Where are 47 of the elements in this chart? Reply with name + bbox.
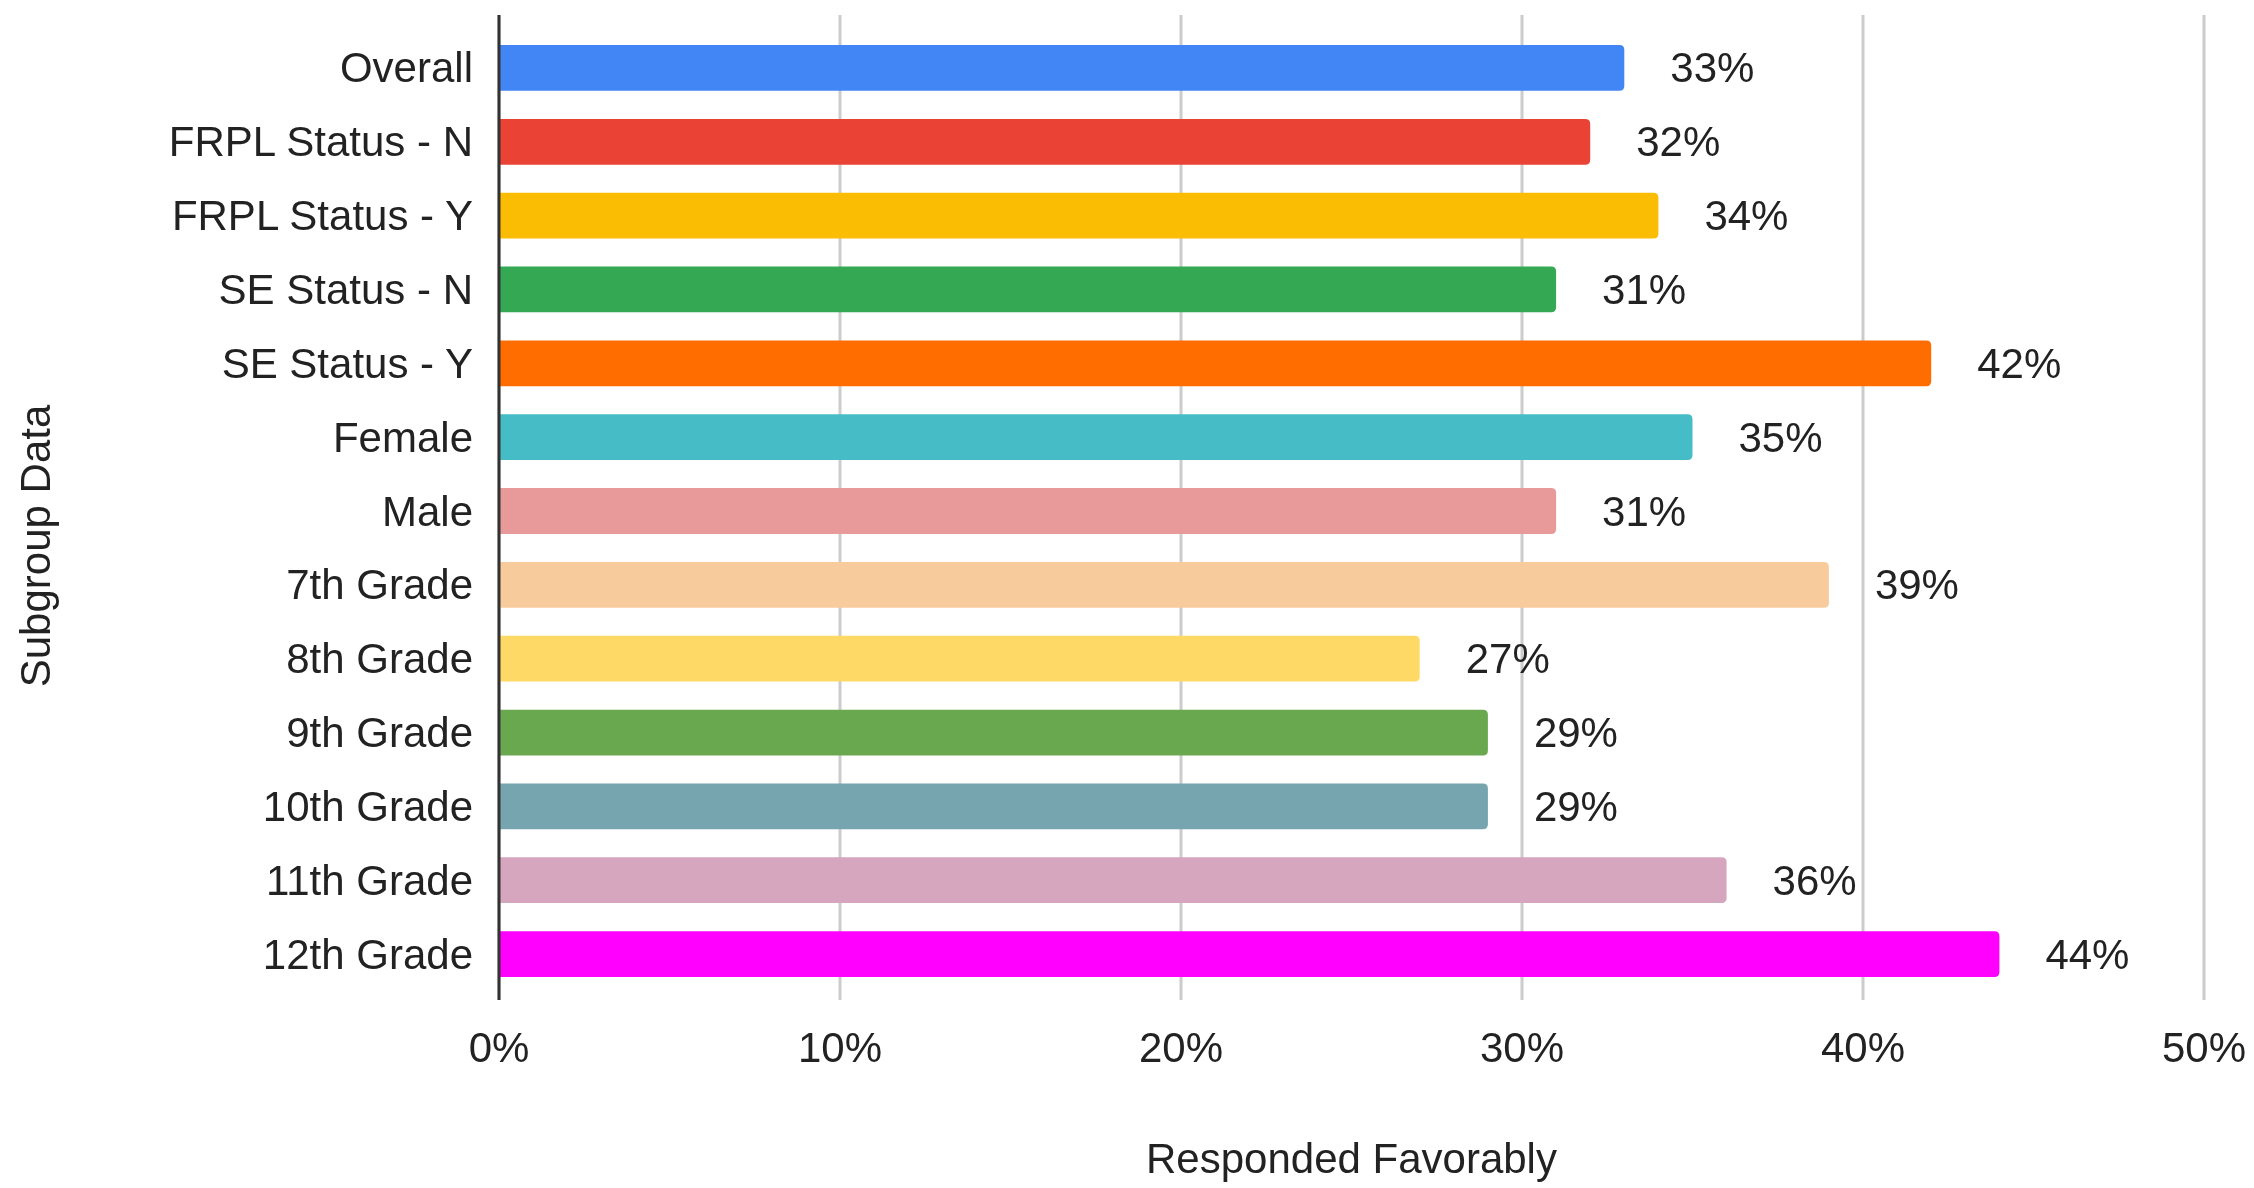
bar — [499, 340, 1932, 387]
x-tick-label: 40% — [1820, 1023, 1906, 1071]
y-tick-label: Male — [381, 487, 473, 535]
data-label: 35% — [1738, 413, 1823, 461]
data-label: 31% — [1602, 265, 1687, 313]
bar — [499, 635, 1420, 682]
y-tick-label: SE Status - Y — [221, 339, 473, 387]
y-tick-label: 9th Grade — [286, 709, 473, 757]
bar — [499, 709, 1488, 756]
bar — [499, 45, 1625, 91]
bar — [499, 931, 2000, 977]
bar — [499, 192, 1659, 239]
y-tick-label: 12th Grade — [262, 930, 473, 978]
bar — [499, 561, 1829, 608]
bar — [499, 783, 1488, 830]
data-label: 34% — [1704, 192, 1789, 240]
data-label: 39% — [1874, 561, 1959, 609]
y-axis-title: Subgroup Data — [12, 404, 59, 688]
y-tick-label: 11th Grade — [265, 856, 473, 904]
data-label: 42% — [1977, 339, 2062, 387]
data-label: 27% — [1465, 635, 1550, 683]
data-label: 44% — [2045, 930, 2130, 978]
y-tick-label: 8th Grade — [286, 635, 473, 683]
bar — [499, 857, 1727, 904]
y-tick-label: FRPL Status - N — [168, 118, 473, 166]
x-tick-label: 30% — [1479, 1023, 1565, 1071]
data-label: 29% — [1533, 782, 1618, 830]
data-label: 29% — [1533, 709, 1618, 757]
bar — [499, 414, 1693, 461]
y-tick-label: 7th Grade — [286, 561, 473, 609]
y-tick-label: FRPL Status - Y — [171, 192, 473, 240]
x-tick-label: 20% — [1138, 1023, 1224, 1071]
y-tick-label: Overall — [339, 44, 473, 92]
x-tick-label: 10% — [797, 1023, 883, 1071]
x-tick-label: 0% — [468, 1023, 530, 1071]
bar — [499, 266, 1557, 313]
y-tick-label: SE Status - N — [218, 265, 473, 313]
y-tick-label: 10th Grade — [262, 782, 473, 830]
y-tick-label: Female — [332, 413, 473, 461]
bar — [499, 488, 1557, 534]
data-label: 31% — [1602, 487, 1687, 535]
x-tick-label: 50% — [2161, 1023, 2247, 1071]
x-axis-title: Responded Favorably — [1146, 1135, 1557, 1182]
data-label: 33% — [1670, 44, 1755, 92]
data-label: 36% — [1772, 856, 1857, 904]
bar — [499, 118, 1591, 165]
data-label: 32% — [1636, 118, 1721, 166]
